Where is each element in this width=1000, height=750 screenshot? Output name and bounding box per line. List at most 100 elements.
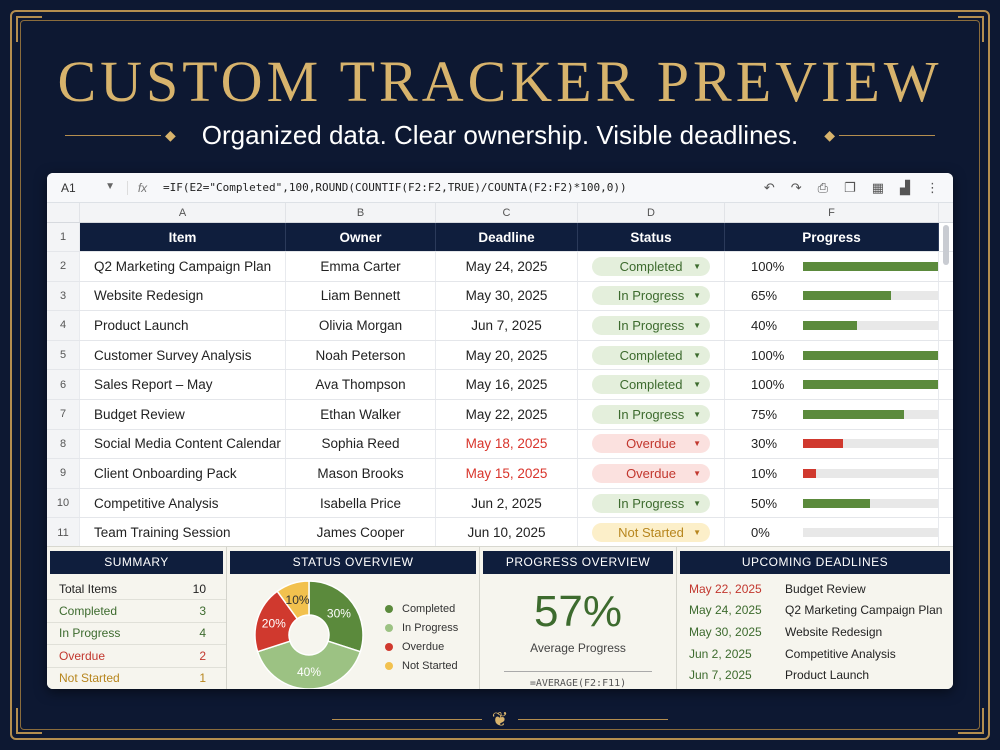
- column-header-a[interactable]: A: [80, 203, 286, 222]
- deadline-cell[interactable]: May 22, 2025: [436, 399, 578, 429]
- chevron-down-icon[interactable]: ▼: [105, 180, 115, 192]
- column-header-f[interactable]: F: [725, 203, 939, 222]
- status-dropdown[interactable]: Overdue ▼: [592, 434, 710, 454]
- status-dropdown[interactable]: Not Started ▼: [592, 523, 710, 543]
- status-dropdown[interactable]: Completed ▼: [592, 256, 710, 276]
- formula-input[interactable]: =IF(E2="Completed",100,ROUND(COUNTIF(F2:…: [163, 181, 627, 194]
- deadline-cell[interactable]: May 30, 2025: [436, 281, 578, 311]
- deadline-cell[interactable]: Jun 7, 2025: [436, 311, 578, 340]
- progress-cell[interactable]: 100%: [725, 252, 939, 281]
- deadline-cell[interactable]: May 16, 2025: [436, 370, 578, 399]
- deadline-cell[interactable]: May 18, 2025: [436, 429, 578, 459]
- progress-cell[interactable]: 40%: [725, 311, 939, 340]
- header-item[interactable]: Item: [80, 223, 286, 251]
- progress-cell[interactable]: 10%: [725, 459, 939, 488]
- status-cell[interactable]: Completed ▼: [578, 370, 725, 399]
- owner-cell[interactable]: Ava Thompson: [286, 370, 436, 399]
- owner-cell[interactable]: Sophia Reed: [286, 429, 436, 459]
- item-cell[interactable]: Q2 Marketing Campaign Plan: [80, 252, 286, 281]
- chevron-down-icon[interactable]: ▼: [693, 320, 701, 330]
- row-number[interactable]: 4: [47, 311, 80, 340]
- row-number[interactable]: 2: [47, 252, 80, 281]
- row-number[interactable]: 6: [47, 370, 80, 399]
- header-progress[interactable]: Progress: [725, 223, 939, 251]
- chevron-down-icon[interactable]: ▼: [693, 528, 701, 538]
- progress-cell[interactable]: 75%: [725, 399, 939, 429]
- owner-cell[interactable]: Noah Peterson: [286, 340, 436, 370]
- column-header-c[interactable]: C: [436, 203, 578, 222]
- column-header-b[interactable]: B: [286, 203, 436, 222]
- table-icon[interactable]: ▦: [871, 179, 884, 195]
- status-cell[interactable]: Overdue ▼: [578, 429, 725, 459]
- chevron-down-icon[interactable]: ▼: [693, 468, 701, 478]
- progress-cell[interactable]: 50%: [725, 488, 939, 518]
- status-dropdown[interactable]: In Progress ▼: [592, 286, 710, 306]
- chevron-down-icon[interactable]: ▼: [693, 498, 701, 508]
- owner-cell[interactable]: Liam Bennett: [286, 281, 436, 311]
- header-owner[interactable]: Owner: [286, 223, 436, 251]
- deadline-cell[interactable]: May 15, 2025: [436, 459, 578, 488]
- status-cell[interactable]: In Progress ▼: [578, 311, 725, 340]
- print-icon[interactable]: ⎙: [817, 179, 829, 195]
- status-cell[interactable]: Completed ▼: [578, 252, 725, 281]
- name-box[interactable]: A1 ▼: [47, 181, 127, 195]
- chevron-down-icon[interactable]: ▼: [693, 291, 701, 301]
- owner-cell[interactable]: Emma Carter: [286, 252, 436, 281]
- row-number[interactable]: 5: [47, 340, 80, 370]
- item-cell[interactable]: Customer Survey Analysis: [80, 340, 286, 370]
- owner-cell[interactable]: Olivia Morgan: [286, 311, 436, 340]
- status-dropdown[interactable]: Overdue ▼: [592, 463, 710, 483]
- owner-cell[interactable]: Ethan Walker: [286, 399, 436, 429]
- item-cell[interactable]: Social Media Content Calendar: [80, 429, 286, 459]
- progress-cell[interactable]: 30%: [725, 429, 939, 459]
- vertical-scrollbar[interactable]: [943, 225, 949, 265]
- item-cell[interactable]: Website Redesign: [80, 281, 286, 311]
- column-header-d[interactable]: D: [578, 203, 725, 222]
- status-cell[interactable]: Overdue ▼: [578, 459, 725, 488]
- owner-cell[interactable]: Mason Brooks: [286, 459, 436, 488]
- item-cell[interactable]: Product Launch: [80, 311, 286, 340]
- status-dropdown[interactable]: Completed ▼: [592, 345, 710, 365]
- header-status[interactable]: Status: [578, 223, 725, 251]
- owner-cell[interactable]: James Cooper: [286, 518, 436, 547]
- status-dropdown[interactable]: In Progress ▼: [592, 404, 710, 424]
- status-cell[interactable]: Completed ▼: [578, 340, 725, 370]
- chevron-down-icon[interactable]: ▼: [693, 261, 701, 271]
- progress-cell[interactable]: 100%: [725, 340, 939, 370]
- item-cell[interactable]: Client Onboarding Pack: [80, 459, 286, 488]
- chart-icon[interactable]: ▟: [900, 179, 910, 195]
- chevron-down-icon[interactable]: ▼: [693, 409, 701, 419]
- status-cell[interactable]: Not Started ▼: [578, 518, 725, 547]
- corner-cell[interactable]: [47, 203, 80, 222]
- row-number[interactable]: 8: [47, 429, 80, 459]
- owner-cell[interactable]: Isabella Price: [286, 488, 436, 518]
- chevron-down-icon[interactable]: ▼: [693, 380, 701, 390]
- deadline-cell[interactable]: Jun 2, 2025: [436, 488, 578, 518]
- deadline-cell[interactable]: Jun 10, 2025: [436, 518, 578, 547]
- more-icon[interactable]: ⋮: [926, 179, 939, 195]
- chevron-down-icon[interactable]: ▼: [693, 350, 701, 360]
- deadline-cell[interactable]: May 20, 2025: [436, 340, 578, 370]
- row-number[interactable]: 10: [47, 488, 80, 518]
- item-cell[interactable]: Budget Review: [80, 399, 286, 429]
- row-number[interactable]: 11: [47, 518, 80, 547]
- redo-icon[interactable]: ↷: [790, 179, 802, 195]
- status-cell[interactable]: In Progress ▼: [578, 399, 725, 429]
- status-dropdown[interactable]: In Progress ▼: [592, 315, 710, 335]
- header-deadline[interactable]: Deadline: [436, 223, 578, 251]
- progress-cell[interactable]: 65%: [725, 281, 939, 311]
- undo-icon[interactable]: ↶: [763, 179, 775, 195]
- row-number[interactable]: 7: [47, 399, 80, 429]
- item-cell[interactable]: Team Training Session: [80, 518, 286, 547]
- status-cell[interactable]: In Progress ▼: [578, 281, 725, 311]
- chevron-down-icon[interactable]: ▼: [693, 439, 701, 449]
- row-number[interactable]: 1: [47, 223, 80, 251]
- copy-icon[interactable]: ❐: [844, 179, 856, 195]
- status-dropdown[interactable]: Completed ▼: [592, 375, 710, 395]
- progress-cell[interactable]: 0%: [725, 518, 939, 547]
- item-cell[interactable]: Competitive Analysis: [80, 488, 286, 518]
- progress-cell[interactable]: 100%: [725, 370, 939, 399]
- status-cell[interactable]: In Progress ▼: [578, 488, 725, 518]
- row-number[interactable]: 9: [47, 459, 80, 488]
- item-cell[interactable]: Sales Report – May: [80, 370, 286, 399]
